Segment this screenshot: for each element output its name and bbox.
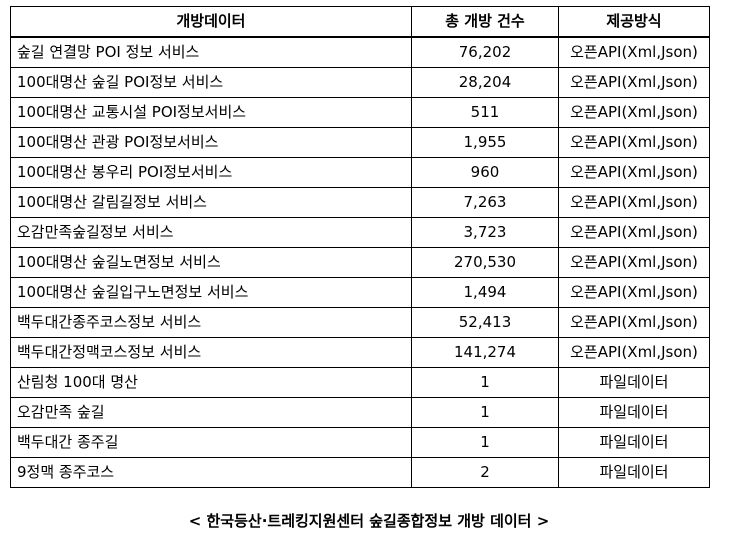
table-header-row: 개방데이터 총 개방 건수 제공방식 bbox=[10, 6, 710, 38]
row-open-count: 2 bbox=[411, 457, 559, 488]
row-provision-method: 오픈API(Xml,Json) bbox=[558, 337, 710, 368]
table-row: 오감만족숲길정보 서비스 3,723 오픈API(Xml,Json) bbox=[10, 217, 710, 248]
open-data-table: 개방데이터 총 개방 건수 제공방식 숲길 연결망 POI 정보 서비스 76,… bbox=[10, 6, 710, 488]
row-provision-method: 오픈API(Xml,Json) bbox=[558, 247, 710, 278]
row-open-count: 7,263 bbox=[411, 187, 559, 218]
row-provision-method: 오픈API(Xml,Json) bbox=[558, 127, 710, 158]
table-row: 백두대간종주코스정보 서비스 52,413 오픈API(Xml,Json) bbox=[10, 307, 710, 338]
table-row: 100대명산 갈림길정보 서비스 7,263 오픈API(Xml,Json) bbox=[10, 187, 710, 218]
table-row: 100대명산 봉우리 POI정보서비스 960 오픈API(Xml,Json) bbox=[10, 157, 710, 188]
row-open-count: 52,413 bbox=[411, 307, 559, 338]
table-row: 100대명산 관광 POI정보서비스 1,955 오픈API(Xml,Json) bbox=[10, 127, 710, 158]
row-provision-method: 오픈API(Xml,Json) bbox=[558, 36, 710, 68]
table-row: 산림청 100대 명산 1 파일데이터 bbox=[10, 367, 710, 398]
row-data-name: 산림청 100대 명산 bbox=[10, 367, 412, 398]
table-row: 9정맥 종주코스 2 파일데이터 bbox=[10, 457, 710, 488]
row-open-count: 1 bbox=[411, 397, 559, 428]
row-open-count: 141,274 bbox=[411, 337, 559, 368]
row-provision-method: 파일데이터 bbox=[558, 427, 710, 458]
header-open-data: 개방데이터 bbox=[10, 6, 412, 38]
table-row: 오감만족 숲길 1 파일데이터 bbox=[10, 397, 710, 428]
table-caption: < 한국등산·트레킹지원센터 숲길종합정보 개방 데이터 > bbox=[188, 512, 550, 530]
row-provision-method: 오픈API(Xml,Json) bbox=[558, 157, 710, 188]
row-data-name: 100대명산 교통시설 POI정보서비스 bbox=[10, 97, 412, 128]
row-data-name: 오감만족숲길정보 서비스 bbox=[10, 217, 412, 248]
row-data-name: 100대명산 관광 POI정보서비스 bbox=[10, 127, 412, 158]
row-data-name: 100대명산 봉우리 POI정보서비스 bbox=[10, 157, 412, 188]
row-data-name: 100대명산 숲길 POI정보 서비스 bbox=[10, 67, 412, 98]
row-data-name: 오감만족 숲길 bbox=[10, 397, 412, 428]
row-open-count: 1,494 bbox=[411, 277, 559, 308]
table-row: 100대명산 숲길입구노면정보 서비스 1,494 오픈API(Xml,Json… bbox=[10, 277, 710, 308]
row-data-name: 백두대간종주코스정보 서비스 bbox=[10, 307, 412, 338]
open-data-table-container: 개방데이터 총 개방 건수 제공방식 숲길 연결망 POI 정보 서비스 76,… bbox=[10, 6, 710, 488]
row-open-count: 270,530 bbox=[411, 247, 559, 278]
table-row: 100대명산 교통시설 POI정보서비스 511 오픈API(Xml,Json) bbox=[10, 97, 710, 128]
row-open-count: 1 bbox=[411, 427, 559, 458]
row-data-name: 백두대간정맥코스정보 서비스 bbox=[10, 337, 412, 368]
table-row: 백두대간정맥코스정보 서비스 141,274 오픈API(Xml,Json) bbox=[10, 337, 710, 368]
row-data-name: 숲길 연결망 POI 정보 서비스 bbox=[10, 36, 412, 68]
row-open-count: 511 bbox=[411, 97, 559, 128]
row-provision-method: 파일데이터 bbox=[558, 367, 710, 398]
row-data-name: 100대명산 갈림길정보 서비스 bbox=[10, 187, 412, 218]
row-open-count: 1,955 bbox=[411, 127, 559, 158]
row-open-count: 960 bbox=[411, 157, 559, 188]
row-open-count: 3,723 bbox=[411, 217, 559, 248]
row-open-count: 1 bbox=[411, 367, 559, 398]
row-open-count: 76,202 bbox=[411, 36, 559, 68]
header-provision-method: 제공방식 bbox=[558, 6, 710, 38]
row-data-name: 9정맥 종주코스 bbox=[10, 457, 412, 488]
row-data-name: 100대명산 숲길노면정보 서비스 bbox=[10, 247, 412, 278]
table-row: 100대명산 숲길노면정보 서비스 270,530 오픈API(Xml,Json… bbox=[10, 247, 710, 278]
row-provision-method: 파일데이터 bbox=[558, 457, 710, 488]
row-provision-method: 오픈API(Xml,Json) bbox=[558, 307, 710, 338]
table-row: 백두대간 종주길 1 파일데이터 bbox=[10, 427, 710, 458]
row-data-name: 백두대간 종주길 bbox=[10, 427, 412, 458]
row-data-name: 100대명산 숲길입구노면정보 서비스 bbox=[10, 277, 412, 308]
row-provision-method: 오픈API(Xml,Json) bbox=[558, 277, 710, 308]
row-provision-method: 오픈API(Xml,Json) bbox=[558, 217, 710, 248]
row-provision-method: 오픈API(Xml,Json) bbox=[558, 97, 710, 128]
row-provision-method: 오픈API(Xml,Json) bbox=[558, 67, 710, 98]
table-row: 100대명산 숲길 POI정보 서비스 28,204 오픈API(Xml,Jso… bbox=[10, 67, 710, 98]
row-provision-method: 파일데이터 bbox=[558, 397, 710, 428]
table-row: 숲길 연결망 POI 정보 서비스 76,202 오픈API(Xml,Json) bbox=[10, 36, 710, 68]
row-provision-method: 오픈API(Xml,Json) bbox=[558, 187, 710, 218]
header-total-count: 총 개방 건수 bbox=[411, 6, 559, 38]
row-open-count: 28,204 bbox=[411, 67, 559, 98]
